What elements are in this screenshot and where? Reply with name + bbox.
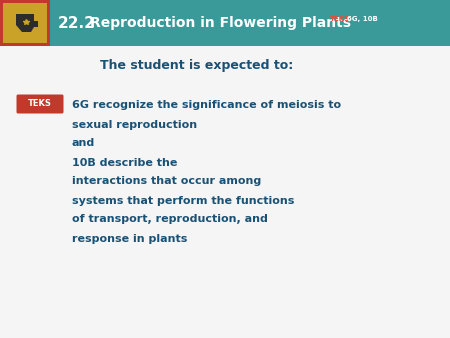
Text: and: and — [72, 139, 95, 148]
Text: response in plants: response in plants — [72, 234, 187, 243]
Text: TEKS: TEKS — [330, 16, 350, 22]
Text: 22.2: 22.2 — [58, 16, 96, 30]
Text: The student is expected to:: The student is expected to: — [100, 58, 293, 72]
FancyBboxPatch shape — [17, 95, 63, 114]
Polygon shape — [16, 14, 38, 32]
Text: sexual reproduction: sexual reproduction — [72, 120, 197, 129]
Text: of transport, reproduction, and: of transport, reproduction, and — [72, 215, 268, 224]
Text: 6G recognize the significance of meiosis to: 6G recognize the significance of meiosis… — [72, 100, 341, 111]
Bar — [0, 0, 50, 46]
Text: 10B describe the: 10B describe the — [72, 158, 177, 168]
Bar — [3, 3, 47, 43]
Text: Reproduction in Flowering Plants: Reproduction in Flowering Plants — [90, 16, 351, 30]
Text: TEKS: TEKS — [28, 99, 52, 108]
Bar — [0, 0, 450, 46]
Text: interactions that occur among: interactions that occur among — [72, 176, 261, 187]
Text: 6G, 10B: 6G, 10B — [347, 16, 378, 22]
Text: systems that perform the functions: systems that perform the functions — [72, 195, 294, 206]
